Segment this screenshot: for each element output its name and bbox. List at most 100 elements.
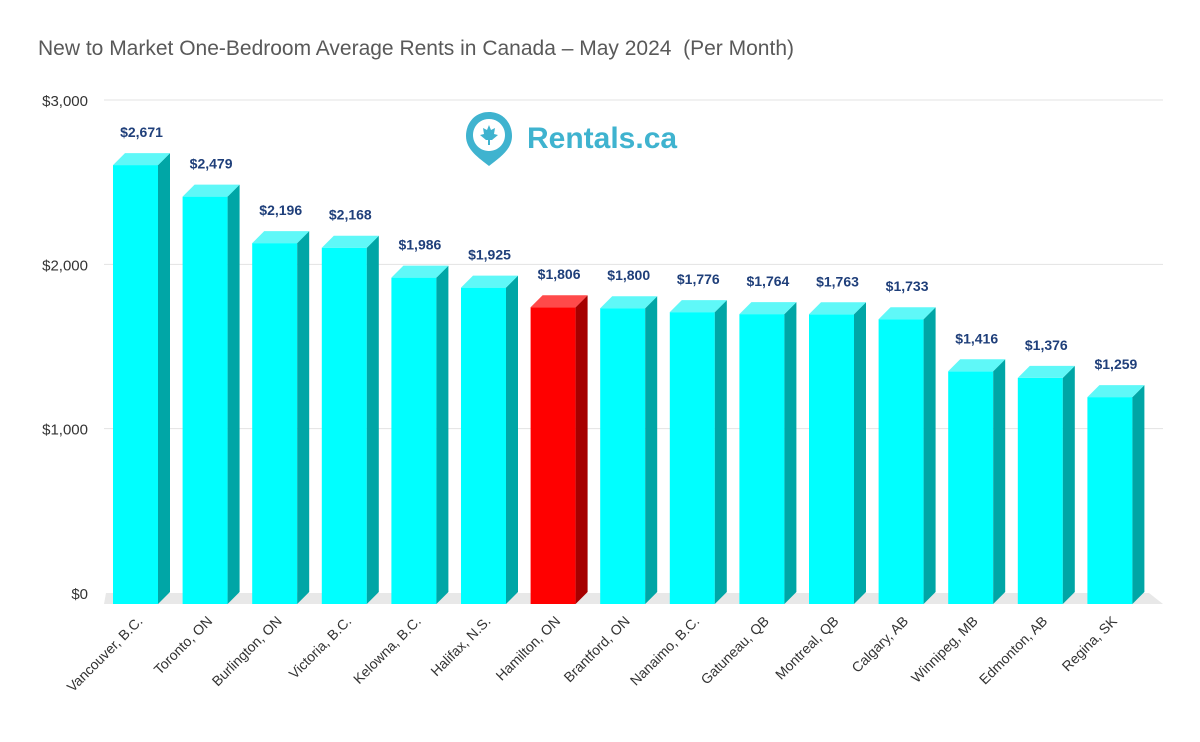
bar (113, 153, 170, 604)
bar-top (391, 265, 449, 278)
bar-side (1132, 385, 1145, 604)
bar-side (645, 296, 658, 604)
bar-front (669, 312, 715, 604)
bar-side (714, 300, 727, 604)
brand-name: Rentals.ca (527, 122, 677, 155)
bar-front (391, 277, 437, 604)
x-tick-label: Victoria, B.C. (286, 613, 355, 682)
x-tick-label: Winnipeg, MB (908, 613, 981, 686)
data-label: $2,196 (259, 202, 302, 218)
bar-top (809, 302, 866, 315)
y-tick-label: $0 (71, 586, 88, 603)
data-label: $1,776 (677, 271, 720, 287)
x-tick-label: Kelowna, B.C. (350, 613, 424, 687)
y-tick-label: $3,000 (42, 93, 88, 110)
bar-top (669, 300, 727, 313)
x-tick-label: Calgary, AB (848, 613, 911, 676)
bar-top (948, 359, 1006, 372)
bar-front (1017, 377, 1063, 604)
bars (113, 153, 1145, 604)
chart-title: New to Market One-Bedroom Average Rents … (38, 37, 794, 60)
x-tick-label: Burlington, ON (209, 613, 285, 689)
data-label: $1,925 (468, 247, 511, 263)
bar-front (461, 287, 506, 604)
bar-front (1087, 397, 1133, 604)
bar-front (252, 243, 298, 604)
bar-side (227, 184, 240, 604)
y-tick-label: $2,000 (42, 257, 88, 274)
data-label: $2,168 (329, 207, 372, 223)
bar-side (784, 302, 797, 604)
data-label: $1,986 (398, 237, 441, 253)
bar-front (530, 307, 576, 604)
bar-side (366, 235, 379, 604)
bar-top (252, 231, 310, 244)
bar (739, 302, 797, 604)
bar-front (182, 196, 228, 604)
bar-front (321, 247, 367, 604)
data-label: $1,764 (746, 273, 789, 289)
bar-top (600, 296, 658, 309)
bar (669, 300, 727, 604)
bar-front (878, 319, 924, 604)
bar-side (1062, 365, 1075, 604)
bar (948, 359, 1006, 604)
bar-top (321, 235, 379, 248)
x-tick-label: Gatuneau, QB (697, 613, 772, 688)
bar (530, 295, 588, 604)
bar-top (878, 307, 936, 320)
bar (461, 275, 518, 604)
x-tick-label: Halifax, N.S. (427, 613, 493, 679)
data-label: $1,763 (816, 273, 859, 289)
data-label: $1,416 (955, 330, 998, 346)
bar-side (436, 265, 449, 604)
x-tick-label: Nanaimo, B.C. (627, 613, 703, 689)
bar (391, 265, 449, 604)
x-tick-label: Vancouver, B.C. (63, 613, 145, 695)
data-label: $2,671 (120, 124, 163, 140)
x-tick-label: Hamilton, ON (492, 613, 563, 684)
x-tick-label: Montreal, QB (772, 613, 842, 683)
bar-front (739, 314, 785, 604)
bar (1017, 365, 1075, 604)
bar-side (854, 302, 866, 604)
bar-top (113, 153, 170, 166)
bar-front (948, 371, 994, 604)
y-tick-label: $1,000 (42, 422, 88, 439)
x-tick-label: Toronto, ON (151, 613, 216, 678)
data-labels: $2,671 $2,479 $2,196 $2,168 $1,986 $1,925 $1,8… (120, 124, 1137, 372)
bar-front (809, 314, 854, 604)
rentals-logo: Rentals.ca (466, 112, 677, 166)
x-tick-label: Edmonton, AB (976, 613, 1051, 688)
data-label: $1,376 (1025, 337, 1068, 353)
y-axis: $0 $1,000 $2,000 $3,000 (42, 93, 88, 603)
bar-side (993, 359, 1006, 604)
data-label: $1,800 (607, 267, 650, 283)
bar-side (575, 295, 588, 604)
bar-top (461, 275, 518, 288)
data-label: $1,733 (886, 278, 929, 294)
bar (600, 296, 658, 604)
data-label: $1,259 (1094, 356, 1137, 372)
bar (182, 184, 240, 604)
bar-top (1017, 365, 1075, 378)
bar-side (297, 231, 310, 604)
bar-top (739, 302, 797, 315)
bar (809, 302, 866, 604)
bar-top (1087, 385, 1145, 398)
bar (1087, 385, 1145, 604)
map-pin-icon (466, 112, 512, 166)
bar (321, 235, 379, 604)
x-tick-label: Regina, SK (1059, 612, 1121, 674)
bar-side (158, 153, 170, 604)
bar-side (506, 275, 518, 604)
maple-leaf-icon (480, 125, 498, 145)
bar-side (923, 307, 936, 604)
bar-front (600, 308, 646, 604)
data-label: $2,479 (190, 156, 233, 172)
bar (878, 307, 936, 604)
data-label: $1,806 (538, 266, 581, 282)
bar-front (113, 165, 158, 604)
